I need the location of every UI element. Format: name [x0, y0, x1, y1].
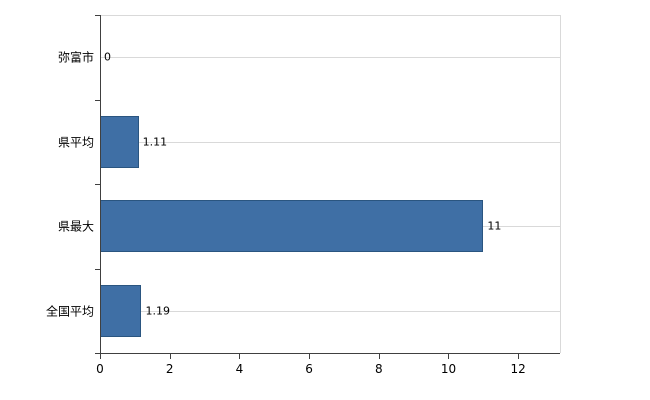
value-label: 1.11: [142, 135, 168, 149]
bar: [100, 200, 484, 253]
x-tick-label: 0: [96, 362, 104, 376]
category-label: 弥富市: [57, 50, 94, 65]
gridline: [100, 57, 560, 59]
y-axis-tick: [95, 353, 100, 354]
x-tick-label: 12: [510, 362, 526, 376]
category-label: 県最大: [57, 219, 94, 234]
y-axis-tick: [95, 268, 100, 270]
bar: [100, 115, 139, 168]
y-axis-tick: [95, 15, 100, 16]
x-tick-label: 2: [165, 362, 174, 376]
bar: [100, 284, 142, 337]
x-axis-tick: [378, 353, 380, 359]
x-axis-tick: [309, 353, 311, 359]
gridline: [100, 141, 560, 143]
value-label: 11: [487, 219, 502, 233]
x-tick-label: 8: [374, 362, 383, 376]
value-label: 0: [104, 50, 111, 64]
gridline: [100, 310, 560, 312]
x-tick-label: 6: [305, 362, 313, 376]
y-axis-tick: [95, 99, 100, 101]
x-axis-tick: [518, 353, 520, 359]
category-label: 全国平均: [45, 304, 94, 319]
y-axis-tick: [95, 184, 100, 185]
x-tick-label: 10: [440, 362, 457, 376]
x-axis-tick: [100, 353, 101, 359]
category-label: 県平均: [57, 135, 94, 150]
y-axis: [100, 15, 101, 354]
x-axis-tick: [239, 353, 241, 359]
x-axis-tick: [448, 353, 450, 359]
x-axis: [100, 353, 560, 354]
x-tick-label: 4: [235, 362, 244, 376]
x-axis-tick: [169, 353, 171, 359]
plot-border-right: [560, 15, 561, 353]
value-label: 1.19: [145, 304, 170, 318]
plot-border-top: [100, 15, 560, 16]
